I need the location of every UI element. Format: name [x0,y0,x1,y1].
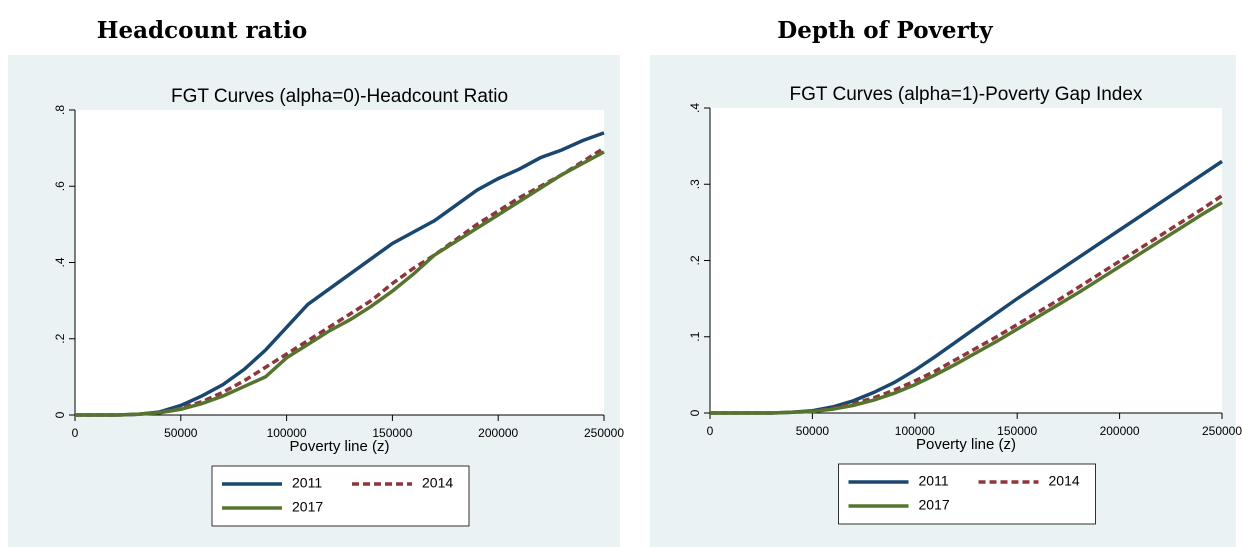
y-tick-label: .1 [688,331,702,341]
legend-label: 2017 [919,497,950,513]
legend-label: 2014 [422,475,453,491]
x-axis-label: Poverty line (z) [289,438,389,455]
x-tick-label: 250000 [1202,424,1242,438]
series-line [710,201,1223,415]
y-tick-label: .8 [53,105,67,115]
legend-box [838,463,1096,525]
y-tick-label: .2 [688,255,702,265]
y-tick-label: .4 [688,103,702,113]
y-tick-label: 0 [53,411,67,418]
chart: Depth of Poverty FGT Curves (alpha=1)-Pov… [650,17,1242,547]
plot-area [710,108,1222,413]
chart-title: FGT Curves (alpha=1)-Poverty Gap Index [790,84,1143,105]
series-line [710,194,1223,415]
x-tick-label: 50000 [796,424,830,438]
x-tick-label: 50000 [164,426,198,440]
x-tick-label: 200000 [478,426,518,440]
legend-label: 2011 [292,475,322,491]
x-tick-label: 0 [707,424,714,438]
panel-title: Depth of Poverty [777,17,993,44]
y-tick-label: 0 [688,409,702,416]
y-tick-label: .2 [53,333,67,343]
legend-label: 2017 [292,499,323,515]
x-tick-label: 200000 [1100,424,1140,438]
x-tick-label: 100000 [895,424,935,438]
x-tick-label: 150000 [372,426,412,440]
chart-title: FGT Curves (alpha=0)-Headcount Ratio [171,86,508,107]
y-tick-label: .6 [53,181,67,191]
legend-label: 2011 [919,473,949,489]
x-tick-label: 250000 [584,426,624,440]
x-axis-label: Poverty line (z) [916,436,1016,453]
chart: Headcount ratio FGT Curves (alpha=0)-Head… [8,17,624,547]
x-tick-label: 0 [72,426,79,440]
y-tick-label: .3 [688,179,702,189]
panel-title: Headcount ratio [97,17,308,44]
plot-area [75,110,604,415]
series-line [75,150,605,417]
y-tick-label: .4 [53,257,67,267]
legend-label: 2014 [1049,473,1080,489]
x-tick-label: 100000 [267,426,307,440]
legend-box [211,465,470,527]
x-tick-label: 150000 [997,424,1037,438]
